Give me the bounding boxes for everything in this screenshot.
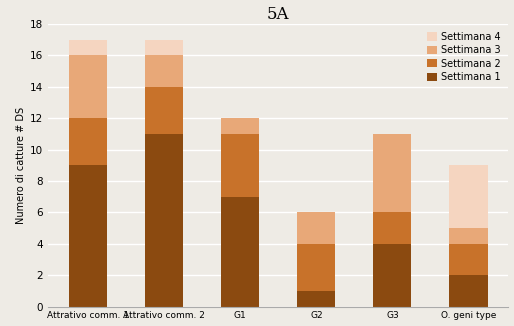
Legend: Settimana 4, Settimana 3, Settimana 2, Settimana 1: Settimana 4, Settimana 3, Settimana 2, S… xyxy=(425,29,504,85)
Bar xyxy=(373,134,411,213)
Bar xyxy=(145,87,183,134)
Bar xyxy=(449,165,487,228)
Title: 5A: 5A xyxy=(267,6,289,22)
Bar xyxy=(373,213,411,244)
Bar xyxy=(69,165,107,306)
Bar xyxy=(145,55,183,87)
Bar xyxy=(221,134,259,197)
Bar xyxy=(449,244,487,275)
Bar xyxy=(145,134,183,306)
Bar xyxy=(221,197,259,306)
Bar xyxy=(297,244,335,291)
Y-axis label: Numero di catture # DS: Numero di catture # DS xyxy=(16,107,26,224)
Bar xyxy=(373,244,411,306)
Bar xyxy=(297,291,335,306)
Bar xyxy=(69,40,107,55)
Bar xyxy=(449,275,487,306)
Bar xyxy=(69,118,107,165)
Bar xyxy=(69,55,107,118)
Bar xyxy=(449,228,487,244)
Bar xyxy=(221,118,259,134)
Bar xyxy=(145,40,183,55)
Bar xyxy=(297,213,335,244)
